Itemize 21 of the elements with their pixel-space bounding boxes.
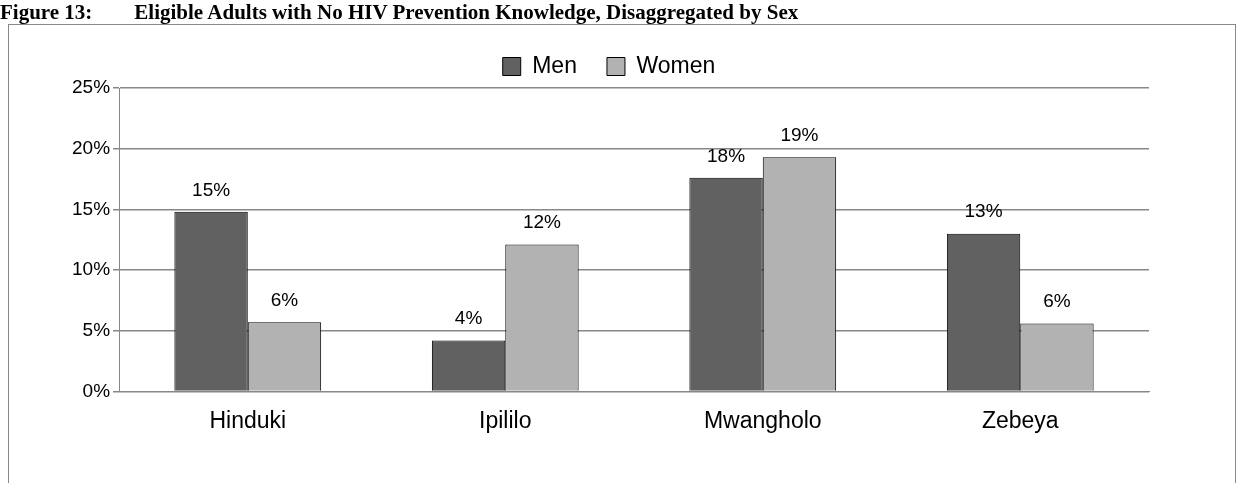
x-tick-label: Mwangholo	[703, 406, 822, 433]
y-tick-label: 15%	[72, 197, 111, 219]
y-tick-label: 20%	[72, 136, 111, 158]
data-label: 15%	[192, 178, 231, 200]
y-tick-label: 25%	[72, 76, 111, 98]
x-tick-label: Zebeya	[981, 406, 1059, 433]
data-label: 12%	[522, 211, 562, 233]
data-label: 13%	[964, 200, 1003, 222]
legend-label: Women	[636, 51, 716, 78]
chart-title: Figure 13: Eligible Adults with No HIV Prevention Knowledge, Disaggregated by Sex	[0, 0, 799, 25]
data-label: 6%	[1043, 290, 1071, 312]
data-label: 6%	[270, 288, 299, 310]
y-tick-label: 5%	[82, 318, 111, 340]
y-tick-label: 10%	[72, 258, 111, 280]
x-tick-label: Hinduki	[209, 406, 287, 433]
legend-label: Men	[532, 51, 577, 78]
data-label: 18%	[707, 144, 746, 166]
data-label: 4%	[454, 307, 483, 329]
x-tick-label: Ipililo	[479, 406, 532, 433]
y-tick-label: 0%	[82, 379, 111, 401]
data-label: 19%	[780, 123, 819, 145]
